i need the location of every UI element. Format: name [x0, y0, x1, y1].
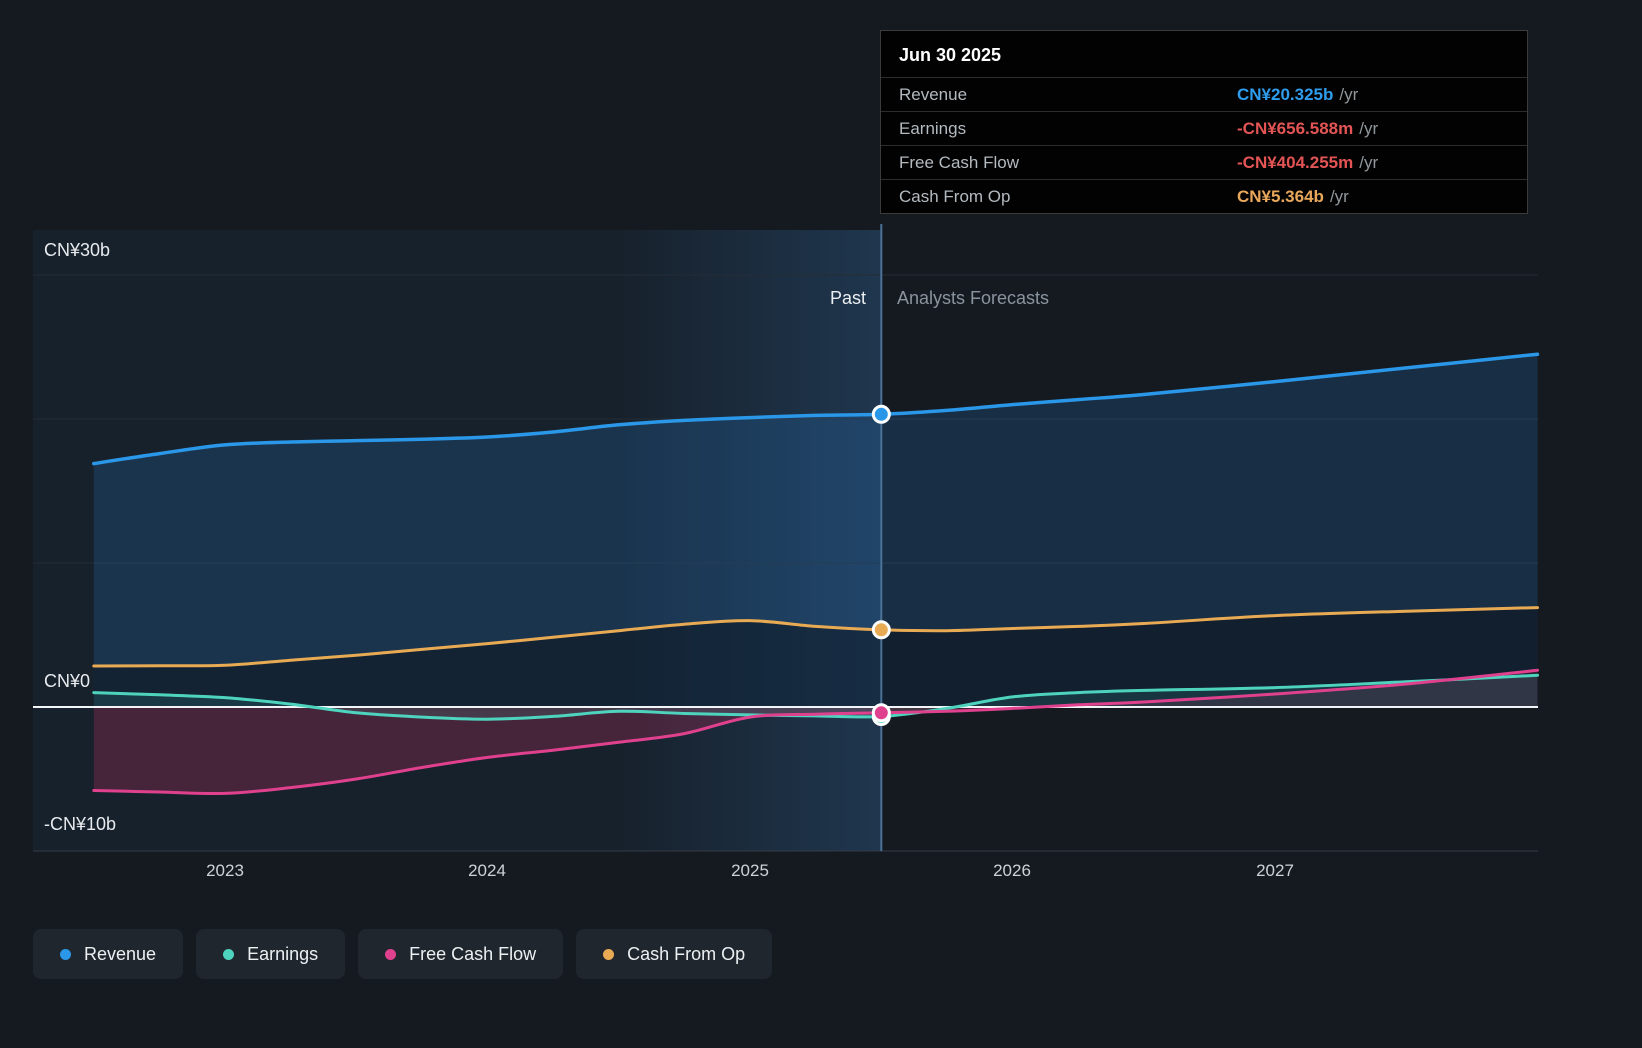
legend-item-cash-from-op[interactable]: Cash From Op	[576, 929, 773, 979]
divider-markers	[871, 404, 891, 726]
divider-glow-band	[618, 230, 882, 851]
y-axis-label-30b: CN¥30b	[44, 240, 111, 260]
marker-fcf[interactable]	[871, 703, 891, 723]
chart-legend: Revenue Earnings Free Cash Flow Cash Fro…	[33, 929, 773, 979]
legend-item-earnings[interactable]: Earnings	[196, 929, 346, 979]
legend-label: Earnings	[247, 943, 319, 964]
series-line-earnings	[92, 673, 1539, 721]
revenue-dot-icon	[60, 948, 71, 960]
legend-label: Revenue	[84, 943, 157, 964]
tooltip-label: Free Cash Flow	[899, 152, 1019, 172]
series-line-fcf	[92, 668, 1539, 796]
x-axis-label-2024: 2024	[468, 861, 506, 880]
chart-tooltip: Jun 30 2025 Revenue CN¥20.325b /yr Earni…	[880, 30, 1528, 214]
tooltip-label: Earnings	[899, 118, 967, 138]
tooltip-value: CN¥5.364b	[1237, 186, 1324, 206]
series-area-earnings	[93, 675, 1538, 720]
tooltip-label: Cash From Op	[899, 186, 1011, 206]
tooltip-unit: /yr	[1359, 118, 1379, 138]
legend-item-revenue[interactable]: Revenue	[33, 929, 184, 979]
tooltip-row-earnings: Earnings -CN¥656.588m /yr	[881, 111, 1527, 145]
y-axis-label-minus-10b: -CN¥10b	[44, 814, 117, 834]
tooltip-row-free-cash-flow: Free Cash Flow -CN¥404.255m /yr	[881, 145, 1527, 179]
tooltip-label: Revenue	[899, 84, 968, 104]
tooltip-value: CN¥20.325b	[1237, 84, 1334, 104]
tooltip-value: -CN¥656.588m	[1237, 118, 1354, 138]
y-axis-label-zero: CN¥0	[44, 671, 91, 691]
tooltip-row-cash-from-op: Cash From Op CN¥5.364b /yr	[881, 179, 1527, 213]
legend-item-free-cash-flow[interactable]: Free Cash Flow	[358, 929, 564, 979]
tooltip-row-revenue: Revenue CN¥20.325b /yr	[881, 77, 1527, 111]
series-line-revenue	[92, 352, 1540, 466]
tooltip-unit: /yr	[1329, 186, 1349, 206]
forecast-section-label: Analysts Forecasts	[897, 288, 1050, 308]
series-area-cashop	[93, 607, 1538, 707]
series-line-cashop	[92, 606, 1539, 668]
x-axis-label-2027: 2027	[1256, 861, 1294, 880]
tooltip-date: Jun 30 2025	[899, 45, 1002, 65]
series-lines	[92, 352, 1540, 796]
tooltip-unit: /yr	[1339, 84, 1359, 104]
tooltip-value: -CN¥404.255m	[1237, 152, 1354, 172]
earnings-dot-icon	[223, 948, 235, 960]
legend-label: Free Cash Flow	[409, 943, 537, 964]
marker-revenue[interactable]	[871, 404, 891, 424]
tooltip-unit: /yr	[1359, 152, 1379, 172]
series-area-revenue	[93, 354, 1538, 707]
free-cash-flow-dot-icon	[385, 948, 397, 960]
x-axis-label-2026: 2026	[993, 861, 1031, 880]
x-axis-label-2023: 2023	[206, 861, 244, 880]
past-section-label: Past	[829, 288, 866, 308]
legend-label: Cash From Op	[627, 943, 746, 964]
cash-from-op-dot-icon	[603, 948, 615, 960]
marker-cashop[interactable]	[871, 620, 891, 640]
x-axis-label-2025: 2025	[731, 861, 769, 880]
gridlines	[33, 274, 1538, 852]
